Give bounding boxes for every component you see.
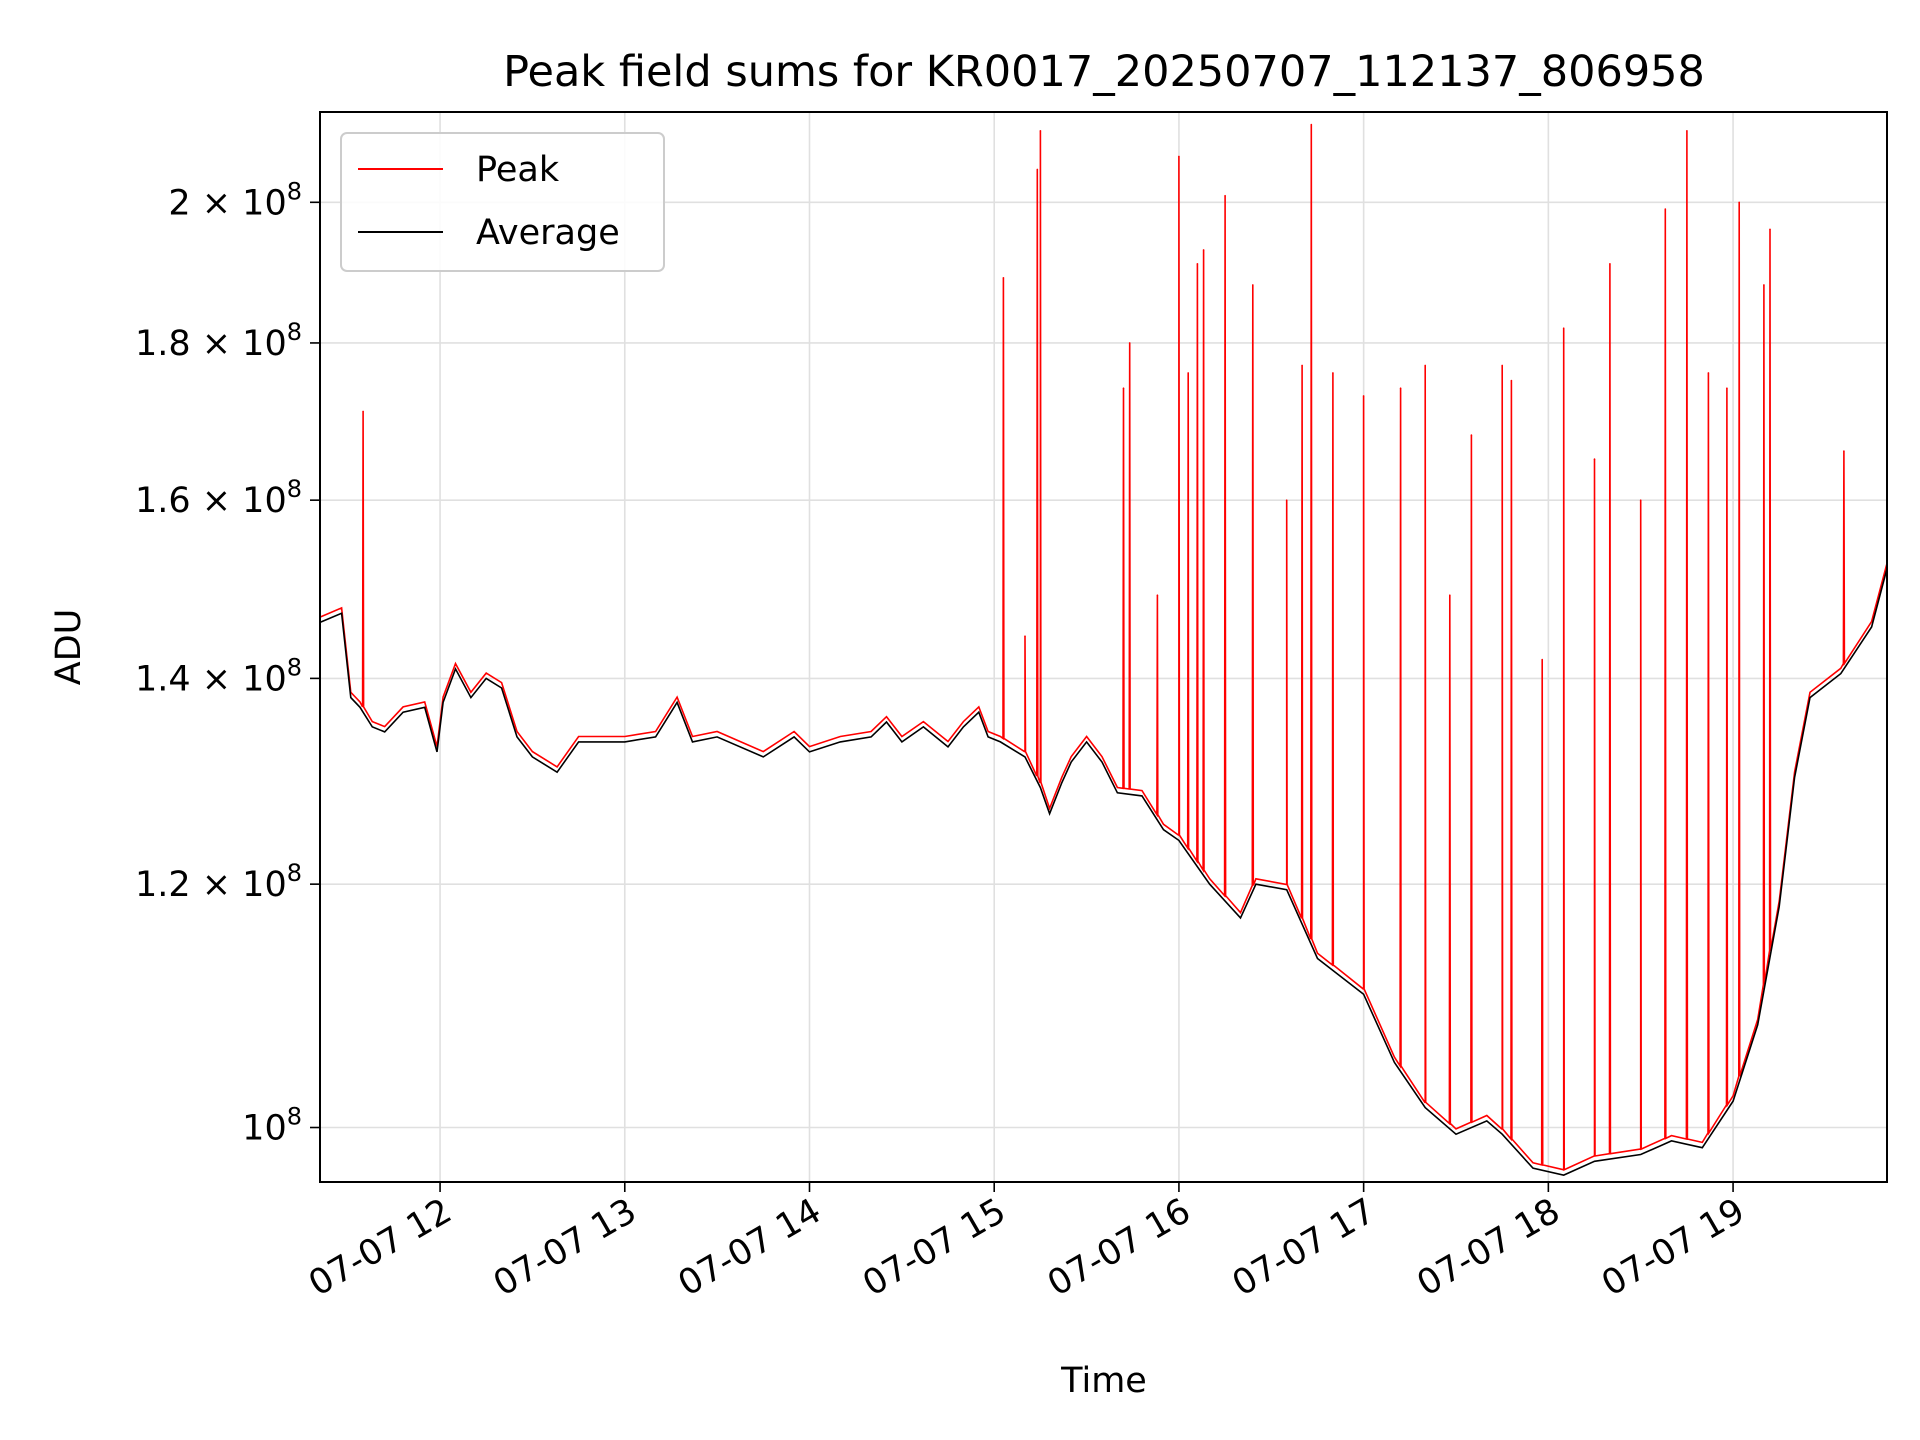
legend: Peak Average (340, 132, 665, 272)
peak-spike-point (1178, 155, 1180, 158)
peak-spike-point (1122, 387, 1125, 390)
peak-spike-point (1039, 130, 1042, 132)
peak-spike-point (1639, 499, 1642, 502)
peak-spike-point (1843, 450, 1845, 452)
peak-spike-point (1310, 123, 1313, 126)
peak-spike-point (1036, 168, 1039, 171)
grid (320, 112, 1887, 1182)
peak-spike-point (1763, 284, 1765, 286)
peak-spike-point (1285, 499, 1288, 502)
peak-spike-point (1202, 249, 1205, 251)
peak-spike-point (1399, 387, 1402, 390)
y-tick-label: 2 × 108 (168, 177, 302, 223)
peak-spike-point (1196, 263, 1199, 265)
legend-average-label: Average (476, 213, 620, 253)
peak-spike-point (1510, 379, 1513, 382)
peak-spike-point (1224, 194, 1226, 197)
peak-spike-point (1362, 395, 1365, 397)
peak-spike-point (1664, 208, 1667, 210)
legend-peak-label: Peak (476, 150, 560, 190)
peak-spike-point (1562, 327, 1565, 330)
peak-spike-point (1707, 372, 1710, 374)
peak-spike-point (1501, 364, 1503, 367)
peak-spike-point (1002, 277, 1005, 279)
peak-spike-point (1301, 364, 1303, 367)
series-layer (319, 123, 1888, 1176)
peak-spike-point (1738, 201, 1740, 204)
peak-spike-point (362, 410, 364, 413)
series-average-line (319, 568, 1888, 1176)
y-tick-label: 1.8 × 108 (135, 318, 302, 364)
peak-spike-point (1156, 594, 1159, 596)
peak-spike-point (1609, 263, 1611, 265)
y-tick-label: 1.6 × 108 (135, 475, 302, 521)
peak-spike-point (1593, 458, 1596, 460)
peak-spike-point (1332, 372, 1334, 374)
peak-spike-point (1541, 658, 1543, 661)
chart-title: Peak field sums for KR0017_20250707_1121… (503, 47, 1705, 97)
y-tick-label: 1.2 × 108 (135, 859, 302, 905)
peak-spike-point (1769, 228, 1771, 231)
legend-box (340, 132, 665, 272)
peak-spike-point (1726, 387, 1728, 390)
peak-spike-point (1252, 284, 1254, 286)
y-tick-label: 1.4 × 108 (135, 653, 302, 699)
peak-spike-point (1128, 342, 1131, 344)
peak-spike-point (1686, 130, 1688, 132)
peak-spike-point (1024, 635, 1026, 637)
series-peak-line (319, 124, 1888, 1171)
plot-frame (319, 111, 1888, 1183)
x-axis-label: Time (1060, 1361, 1147, 1401)
y-axis-label: ADU (49, 609, 89, 686)
peak-spike-point (1470, 434, 1473, 436)
peak-spike-point (1449, 594, 1451, 596)
peak-spike-point (1187, 372, 1189, 374)
peak-spike-point (1424, 364, 1426, 367)
